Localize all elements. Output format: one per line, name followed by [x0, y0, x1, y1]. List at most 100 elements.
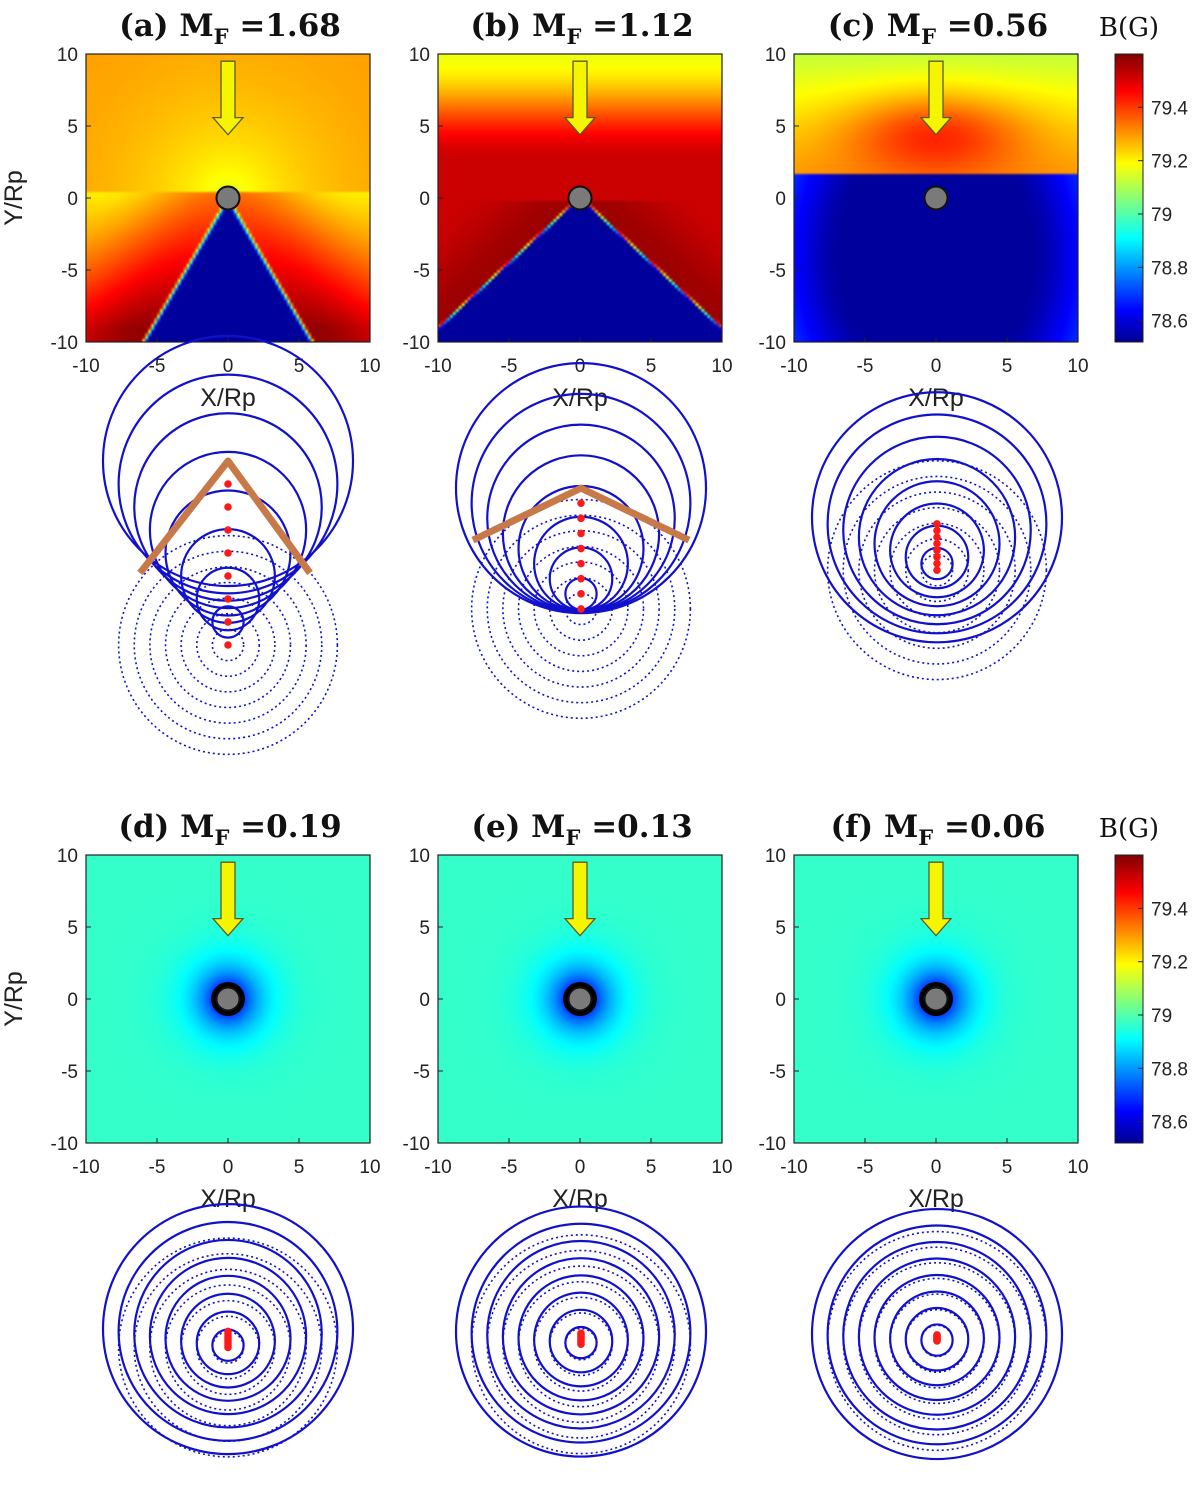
- x-tick-label: -10: [72, 1157, 99, 1178]
- wavefront-circle: [164, 489, 292, 617]
- y-tick-label: -10: [51, 333, 78, 354]
- dotted-wavefront: [920, 553, 954, 587]
- colorbar-title: B(G): [1099, 814, 1159, 844]
- y-tick-label: -10: [403, 1134, 430, 1155]
- wavefront-circle: [195, 566, 261, 632]
- planet-disk: [567, 185, 593, 211]
- colorbar-tick-label: 79: [1151, 205, 1172, 226]
- wavefront-circle: [148, 1256, 308, 1416]
- wavefront-circle: [548, 1308, 614, 1374]
- wavefront-circle: [133, 1238, 323, 1429]
- flow-arrow: [919, 861, 953, 937]
- x-tick-label: 10: [1067, 356, 1088, 377]
- dotted-wavefront: [842, 475, 1032, 665]
- y-tick-label: -10: [759, 1134, 786, 1155]
- y-tick-label: 10: [409, 45, 430, 66]
- source-point: [224, 572, 232, 580]
- wavefront-circle: [454, 362, 708, 615]
- source-point: [933, 526, 941, 535]
- panel-c: -10-10 -5 -5 0 0 5 5 10 10 X/Rp (c) MF =0.56: [759, 8, 1089, 412]
- wavefront-circle: [180, 1292, 276, 1389]
- x-tick-label: -10: [780, 356, 807, 377]
- wavefront-circle: [889, 502, 985, 599]
- planet-disk: [215, 986, 241, 1012]
- wavefront-circle: [857, 1257, 1017, 1416]
- source-point: [224, 618, 232, 626]
- y-tick-label: 10: [765, 45, 786, 66]
- y-tick-label: 10: [765, 846, 786, 867]
- wavefront-circle: [810, 1207, 1064, 1461]
- x-tick-label: 10: [1067, 1157, 1088, 1178]
- source-point: [933, 546, 941, 555]
- dotted-wavefront: [211, 628, 245, 662]
- dotted-wavefront: [117, 1237, 339, 1458]
- source-point: [224, 526, 232, 534]
- wavefront-circle: [101, 334, 355, 588]
- x-tick-label: 10: [359, 356, 380, 377]
- source-point: [933, 539, 941, 548]
- wavefront-circle: [117, 1220, 339, 1442]
- colorbar-2: B(G) 79.4 79.2 79 78.8 78.6: [1099, 814, 1188, 1144]
- x-tick-label: 5: [646, 356, 657, 377]
- y-axis-label: Y/Rp: [0, 170, 28, 226]
- y-tick-label: 5: [775, 117, 786, 138]
- y-tick-label: -10: [403, 333, 430, 354]
- colorbar-1: B(G) 79.4 79.2 79 78.8 78.6: [1099, 13, 1188, 343]
- x-tick-label: -10: [424, 1157, 451, 1178]
- y-tick-label: -10: [759, 333, 786, 354]
- wavefront-diagram-d: [101, 1202, 355, 1458]
- source-point: [933, 566, 941, 574]
- wavefront-circle: [454, 1205, 708, 1458]
- dotted-wavefront: [502, 529, 660, 688]
- flow-arrow: [563, 60, 597, 136]
- colorbar-tick-label: 78.8: [1151, 1059, 1188, 1080]
- x-tick-label: 0: [931, 356, 942, 377]
- y-tick-label: 5: [67, 918, 78, 939]
- x-axis-label: X/Rp: [200, 384, 256, 412]
- x-tick-label: -5: [501, 356, 518, 377]
- source-point: [224, 595, 232, 603]
- source-point: [577, 1329, 585, 1337]
- source-point: [577, 514, 585, 523]
- wavefront-circle: [889, 1290, 985, 1387]
- wavefront-circle: [904, 1306, 970, 1372]
- wavefront-circle: [501, 1257, 661, 1416]
- panel-title-c: (c) MF =0.56: [828, 8, 1049, 49]
- wavefront-diagram-a: [101, 334, 355, 756]
- y-tick-label: 10: [57, 45, 78, 66]
- y-tick-label: -5: [61, 1062, 78, 1083]
- y-tick-label: 10: [409, 846, 430, 867]
- colorbar-gradient: [1114, 854, 1144, 1144]
- x-tick-label: 0: [575, 356, 586, 377]
- x-tick-label: -5: [857, 356, 874, 377]
- y-tick-label: 5: [775, 918, 786, 939]
- source-point: [224, 549, 232, 557]
- wavefront-circle: [195, 1310, 261, 1376]
- y-tick-label: -5: [769, 261, 786, 282]
- colorbar-tick-label: 79.4: [1151, 98, 1188, 119]
- x-tick-label: -5: [857, 1157, 874, 1178]
- colorbar-title: B(G): [1099, 13, 1159, 43]
- y-tick-label: 5: [419, 918, 430, 939]
- x-tick-label: 5: [646, 1157, 657, 1178]
- x-tick-label: 10: [359, 1157, 380, 1178]
- dotted-wavefront: [149, 566, 307, 724]
- source-point: [577, 559, 585, 568]
- wavefront-circle: [164, 1274, 292, 1402]
- colorbar-tick-label: 79: [1151, 1006, 1172, 1027]
- y-tick-label: 0: [419, 189, 430, 210]
- wavefront-circle: [517, 1274, 645, 1402]
- wavefront-circle: [873, 1273, 1001, 1402]
- wavefront-circle: [842, 435, 1032, 626]
- planet-disk: [567, 986, 593, 1012]
- source-point: [224, 503, 232, 511]
- colorbar-tick-label: 79.4: [1151, 899, 1188, 920]
- panel-d: -10-10 -5 -5 0 0 5 5 10 10 X/Rp Y/Rp (d) MF =0.19: [0, 809, 381, 1213]
- dotted-wavefront: [517, 545, 645, 673]
- colorbar-tick-label: 79.2: [1151, 152, 1188, 173]
- x-tick-label: 5: [1002, 356, 1013, 377]
- x-axis-label: X/Rp: [908, 384, 964, 412]
- y-tick-label: 0: [775, 189, 786, 210]
